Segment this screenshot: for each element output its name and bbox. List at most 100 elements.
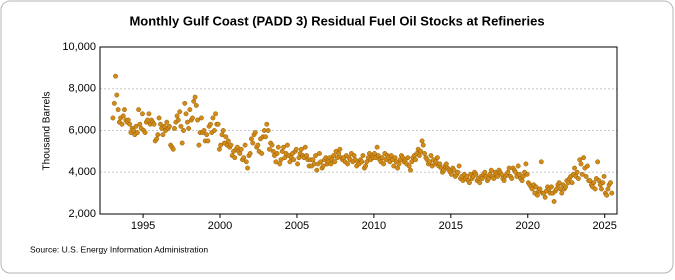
- point: [466, 180, 472, 186]
- y-tick-label: 8,000: [68, 83, 96, 95]
- point: [416, 153, 422, 159]
- point: [351, 153, 357, 159]
- point: [172, 125, 177, 131]
- point: [359, 159, 365, 165]
- point: [223, 134, 229, 140]
- point: [451, 167, 457, 173]
- point: [201, 128, 207, 133]
- point: [337, 146, 343, 152]
- point: [448, 171, 454, 177]
- point: [585, 163, 590, 169]
- point: [156, 115, 162, 121]
- point: [184, 119, 190, 125]
- point: [196, 142, 202, 148]
- point: [179, 140, 185, 146]
- point: [264, 121, 270, 127]
- y-axis-label: Thousand Barrels: [42, 92, 53, 171]
- point: [120, 113, 126, 119]
- point: [192, 94, 198, 100]
- point: [427, 159, 433, 165]
- point: [572, 165, 577, 171]
- point: [304, 153, 310, 159]
- x-tick-label: 2025: [592, 220, 616, 232]
- plot-area: [99, 46, 618, 215]
- point: [524, 171, 530, 177]
- point: [228, 142, 234, 148]
- point: [563, 184, 569, 190]
- point: [379, 155, 385, 161]
- point: [595, 159, 601, 165]
- point: [533, 184, 539, 190]
- y-tick-label: 2,000: [68, 208, 96, 220]
- point: [247, 151, 253, 156]
- y-tick-label: 6,000: [68, 124, 96, 136]
- point: [278, 157, 284, 163]
- point: [413, 157, 419, 163]
- point: [255, 142, 261, 148]
- point: [605, 186, 611, 192]
- point: [218, 142, 224, 148]
- source-note: Source: U.S. Energy Information Administ…: [30, 244, 208, 254]
- point: [265, 128, 271, 133]
- point: [537, 186, 543, 192]
- point: [136, 107, 142, 113]
- point: [142, 130, 148, 136]
- point: [174, 113, 180, 119]
- point: [178, 123, 184, 129]
- point: [241, 155, 247, 161]
- point: [242, 142, 248, 148]
- point: [295, 161, 301, 167]
- x-tick-label: 1995: [131, 220, 155, 232]
- point: [281, 144, 287, 150]
- point: [515, 163, 521, 169]
- point: [291, 157, 297, 163]
- point: [549, 184, 554, 190]
- point: [160, 132, 166, 138]
- point: [115, 107, 121, 113]
- point: [237, 151, 243, 156]
- point: [581, 155, 587, 161]
- point: [428, 153, 434, 159]
- point: [232, 155, 238, 161]
- point: [313, 153, 319, 159]
- point: [208, 121, 213, 127]
- point: [477, 180, 483, 186]
- point: [406, 163, 412, 169]
- point: [419, 138, 425, 144]
- point: [519, 178, 525, 184]
- point: [250, 140, 256, 146]
- point: [599, 186, 604, 192]
- point: [523, 161, 529, 167]
- point: [113, 73, 118, 79]
- point: [154, 136, 160, 142]
- point: [318, 159, 324, 165]
- point: [127, 121, 133, 127]
- point: [505, 169, 511, 175]
- x-tick-label: 2015: [439, 220, 463, 232]
- point: [302, 144, 308, 150]
- point: [583, 173, 589, 179]
- point: [600, 180, 606, 186]
- point: [266, 146, 272, 152]
- point: [215, 121, 221, 127]
- point: [119, 121, 125, 127]
- point: [331, 153, 337, 159]
- x-tick-label: 2005: [285, 220, 309, 232]
- point: [456, 163, 462, 169]
- point: [170, 146, 176, 152]
- point: [592, 186, 598, 192]
- point: [213, 111, 219, 117]
- point: [177, 109, 183, 115]
- point: [252, 130, 258, 136]
- point: [263, 134, 269, 140]
- point: [198, 115, 204, 121]
- point: [195, 117, 201, 123]
- point: [538, 159, 544, 165]
- point: [579, 171, 585, 177]
- point: [248, 136, 254, 142]
- point: [210, 115, 216, 121]
- point: [609, 190, 615, 196]
- point: [542, 194, 548, 200]
- point: [183, 111, 189, 117]
